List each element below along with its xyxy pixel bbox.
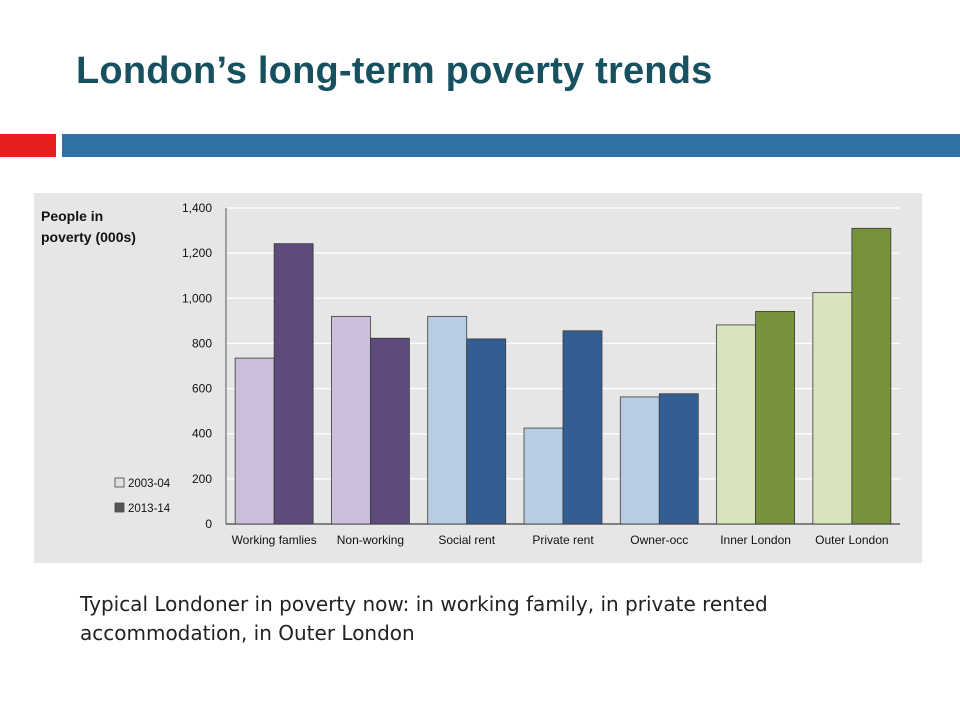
y-tick-label: 200 — [192, 472, 212, 486]
slide-caption: Typical Londoner in poverty now: in work… — [80, 592, 768, 645]
chart-panel: People in poverty (000s) 0 200 400 600 800 1,… — [34, 193, 922, 563]
bar-series-2 — [562, 330, 603, 525]
bar-series-1 — [523, 427, 564, 525]
y-tick-label: 1,200 — [182, 246, 212, 260]
x-category-label: Owner-occ — [630, 533, 688, 547]
accent-bar-blue — [62, 134, 960, 157]
y-tick-label: 0 — [205, 517, 212, 531]
slide-title: London’s long-term poverty trends — [76, 50, 713, 92]
x-category-label: Social rent — [438, 533, 495, 547]
bar-series-2 — [658, 393, 699, 525]
legend-swatch — [114, 477, 125, 488]
legend-label: 2003-04 — [128, 478, 171, 490]
bar-series-2 — [370, 337, 410, 525]
bar-series-1 — [331, 315, 371, 525]
x-category-label: Inner London — [720, 533, 791, 547]
bar-series-2 — [273, 243, 314, 525]
y-axis-title: People in poverty (000s) — [41, 206, 181, 248]
y-tick-label: 400 — [192, 427, 212, 441]
x-category-label: Working famlies — [232, 533, 317, 547]
legend-swatch — [114, 502, 125, 513]
accent-bar-red — [0, 134, 56, 157]
y-tick-label: 1,000 — [182, 291, 212, 305]
x-category-label: Non-working — [337, 533, 404, 547]
x-category-label: Private rent — [532, 533, 594, 547]
bar-series-2 — [851, 227, 892, 525]
bar-series-1 — [812, 292, 853, 525]
y-tick-label: 800 — [192, 336, 212, 350]
y-tick-label: 1,400 — [182, 201, 212, 215]
bar-series-1 — [234, 357, 275, 525]
bar-series-2 — [755, 310, 795, 525]
y-axis-title-line-2: poverty (000s) — [41, 229, 136, 245]
legend-label: 2013-14 — [128, 503, 171, 515]
bar-series-1 — [427, 315, 468, 525]
bar-series-1 — [619, 396, 660, 525]
bar-chart: 0 200 400 600 800 1,000 1,200 1,400 Working faml… — [114, 201, 900, 547]
y-tick-label: 600 — [192, 382, 212, 396]
bar-series-1 — [716, 324, 756, 525]
y-axis-title-line-1: People in — [41, 208, 104, 224]
bar-series-2 — [466, 338, 507, 525]
x-category-label: Outer London — [815, 533, 888, 547]
